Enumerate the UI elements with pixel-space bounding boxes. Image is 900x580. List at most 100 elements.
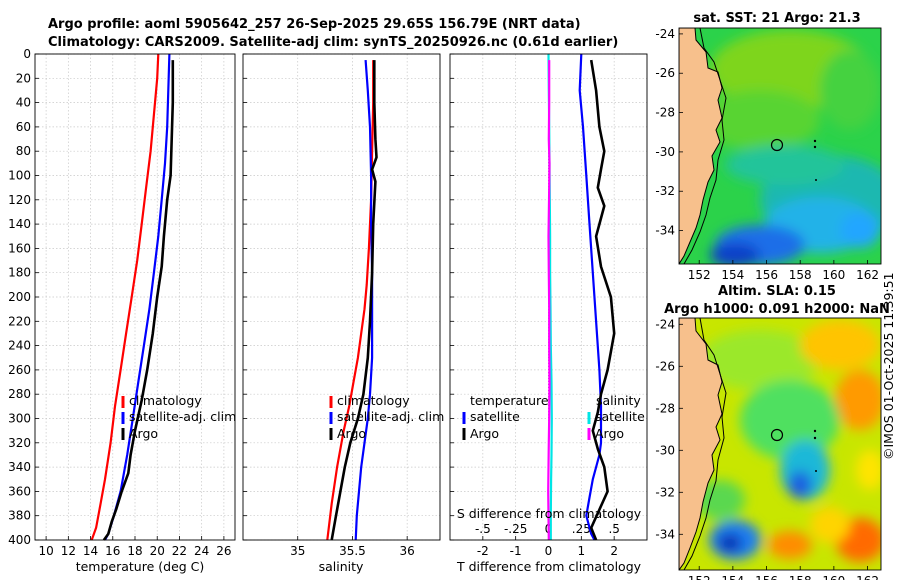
temperature-legend: climatology satellite-adj. clim Argo [121, 393, 236, 441]
imos-credit: ©IMOS 01-Oct-2025 11:39:51 [881, 272, 896, 460]
series-line-argo [102, 60, 175, 541]
legend-label-s-satellite: satellite [595, 409, 645, 424]
y-tick-label: 280 [8, 387, 31, 401]
y-tick-label: 300 [8, 412, 31, 426]
sla-map-subtitle: Argo h1000: 0.091 h2000: NaN [664, 302, 890, 317]
map-x-tick-label: 154 [721, 574, 744, 580]
x-tick-label: 20 [150, 544, 165, 558]
series-line-climatology [90, 53, 160, 541]
sla-map-axes: 152 154 156 158 160 162 -24 -26 -28 -30 -32 -34 [655, 317, 879, 580]
y-tick-label: 360 [8, 484, 31, 498]
x-tick-label: 26 [216, 544, 231, 558]
sla-profile-marker [770, 428, 784, 442]
y-tick-label: 20 [16, 71, 31, 85]
plot-frame [242, 53, 441, 541]
salinity-legend: climatology satellite-adj. clim Argo [329, 393, 444, 441]
map-x-tick-label: 158 [789, 268, 812, 282]
y-tick-label: 320 [8, 436, 31, 450]
y-tick-label: 200 [8, 290, 31, 304]
x-tick-label: 10 [38, 544, 53, 558]
map-x-tick-label: 152 [688, 574, 711, 580]
y-tick-label: 400 [8, 533, 31, 547]
sla-map-field [679, 318, 881, 570]
y-tick-label: 60 [16, 120, 31, 134]
series-line-argo [330, 60, 378, 541]
salinity-x-axis-label: salinity [319, 559, 364, 574]
y-tick-label: 240 [8, 339, 31, 353]
temperature-x-axis-label: temperature (deg C) [76, 559, 205, 574]
y-tick-label: 140 [8, 217, 31, 231]
series-line-s-argo [547, 60, 551, 541]
x-tick-label: 0 [545, 544, 553, 558]
difference-profile-panel: -2 -1 0 1 2-.5 -.25 0.25.5 [449, 53, 648, 558]
temperature-profile-panel: 0 20 40 60 80 100 120 140 160 180 200 220 240 260 280 3… [8, 47, 236, 558]
map-y-tick-label: -30 [655, 145, 675, 159]
difference-legend: temperature salinity satellite Argo sate… [462, 393, 645, 441]
x-tick-label: -2 [477, 544, 489, 558]
x-tick-label: 35.5 [339, 544, 366, 558]
series-line-satellite-adj-clim [354, 60, 374, 541]
map-x-tick-label: 154 [721, 268, 744, 282]
plot-frame [449, 53, 648, 541]
figure-title-line-1: Argo profile: aoml 5905642_257 26-Sep-20… [48, 17, 581, 32]
plot-frame [34, 53, 236, 541]
top-x-tick-label: .25 [572, 522, 591, 536]
sla-map-frame [678, 317, 882, 571]
x-tick-label: -1 [510, 544, 522, 558]
map-y-tick-label: -28 [655, 401, 675, 415]
x-tick-label: 36 [400, 544, 415, 558]
y-tick-label: 340 [8, 460, 31, 474]
salinity-profile-panel: 35 35.5 36 [242, 53, 441, 558]
legend-label-t-satellite: satellite [470, 409, 520, 424]
y-tick-label: 180 [8, 266, 31, 280]
x-tick-label: 18 [127, 544, 142, 558]
sst-map-frame [678, 27, 882, 265]
map-x-tick-label: 158 [789, 574, 812, 580]
difference-top-axis-label: S difference from climatology [457, 506, 642, 521]
x-tick-label: 1 [578, 544, 586, 558]
map-y-tick-label: -34 [655, 527, 675, 541]
y-tick-label: 260 [8, 363, 31, 377]
map-y-tick-label: -34 [655, 224, 675, 238]
map-y-tick-label: -24 [655, 317, 675, 331]
x-tick-label: 22 [172, 544, 187, 558]
legend-label-argo: Argo [129, 426, 158, 441]
map-y-tick-label: -32 [655, 184, 675, 198]
series-line-t-argo [589, 59, 616, 541]
top-x-tick-label: -.25 [504, 522, 527, 536]
legend-label-t-argo: Argo [470, 426, 499, 441]
legend-label-climatology: climatology [337, 393, 410, 408]
figure-title-line-2: Climatology: CARS2009. Satellite-adj cli… [48, 35, 618, 50]
sla-map-title: Altim. SLA: 0.15 [718, 284, 836, 299]
sst-profile-marker [770, 138, 784, 152]
x-tick-label: 2 [610, 544, 618, 558]
map-y-tick-label: -32 [655, 485, 675, 499]
map-y-tick-label: -26 [655, 359, 675, 373]
legend-label-satellite: satellite-adj. clim [337, 409, 444, 424]
map-x-tick-label: 156 [755, 268, 778, 282]
difference-x-axis-label: T difference from climatology [456, 559, 642, 574]
legend-label-satellite: satellite-adj. clim [129, 409, 236, 424]
legend-title-temperature: temperature [470, 393, 549, 408]
x-tick-label: 24 [194, 544, 209, 558]
sst-map-field [679, 28, 881, 264]
legend-label-argo: Argo [337, 426, 366, 441]
y-tick-label: 120 [8, 193, 31, 207]
legend-label-climatology: climatology [129, 393, 202, 408]
y-tick-label: 100 [8, 169, 31, 183]
x-tick-label: 16 [105, 544, 120, 558]
map-y-tick-label: -24 [655, 27, 675, 41]
y-tick-label: 40 [16, 96, 31, 110]
map-y-tick-label: -28 [655, 106, 675, 120]
map-x-tick-label: 152 [688, 268, 711, 282]
sst-map-title: sat. SST: 21 Argo: 21.3 [693, 11, 860, 26]
y-tick-label: 380 [8, 509, 31, 523]
legend-label-s-argo: Argo [595, 426, 624, 441]
y-tick-label: 160 [8, 241, 31, 255]
map-x-tick-label: 162 [856, 574, 879, 580]
map-x-tick-label: 156 [755, 574, 778, 580]
y-tick-label: 80 [16, 144, 31, 158]
y-tick-label: 220 [8, 314, 31, 328]
y-tick-label: 0 [23, 47, 31, 61]
